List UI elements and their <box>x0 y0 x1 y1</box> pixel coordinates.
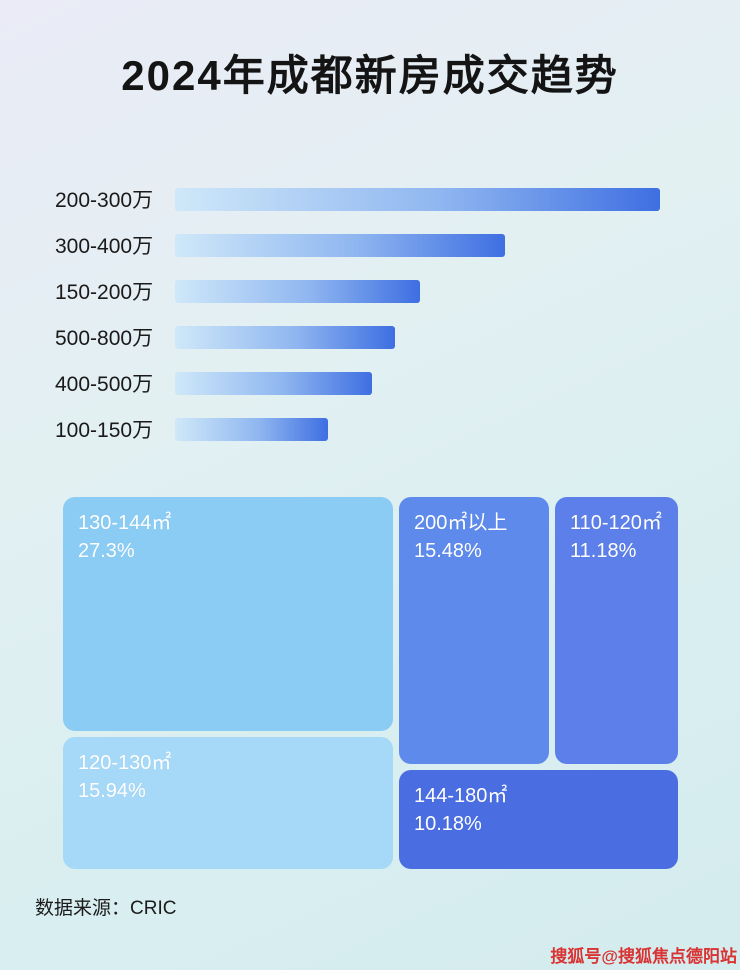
bar <box>175 371 372 395</box>
bar-category-label: 200-300万 <box>55 189 154 212</box>
bar-row: 200-300万 <box>55 176 685 222</box>
bar-row: 150-200万 <box>55 268 685 314</box>
bar-row: 300-400万 <box>55 222 685 268</box>
treemap-block-130-144: 130-144㎡ 27.3% <box>63 497 393 731</box>
treemap-block-label: 144-180㎡ <box>414 785 508 807</box>
bar <box>175 233 505 257</box>
bar-track <box>175 279 660 303</box>
bar-category-label: 500-800万 <box>55 327 154 350</box>
bar-category-label: 150-200万 <box>55 281 154 304</box>
treemap-block-percent: 10.18% <box>414 813 482 835</box>
bar-track <box>175 417 660 441</box>
treemap-block-label: 200㎡以上 <box>414 512 508 534</box>
treemap-block-percent: 15.48% <box>414 540 482 562</box>
treemap-block-120-130: 120-130㎡ 15.94% <box>63 737 393 869</box>
price-range-bar-chart: 200-300万 300-400万 150-200万 500-800万 400- <box>55 176 685 452</box>
watermark-text: 搜狐号@搜狐焦点德阳站 <box>550 947 737 966</box>
data-source-label: 数据来源：CRIC <box>35 898 177 919</box>
treemap-block-percent: 11.18% <box>570 540 637 562</box>
treemap-block-144-180: 144-180㎡ 10.18% <box>399 770 678 869</box>
treemap-block-110-120: 110-120㎡ 11.18% <box>555 497 678 764</box>
bar-row: 400-500万 <box>55 360 685 406</box>
bar-category-label: 300-400万 <box>55 235 154 258</box>
bar <box>175 417 328 441</box>
bar <box>175 325 396 349</box>
bar-track <box>175 187 660 211</box>
bar-track <box>175 325 660 349</box>
treemap-block-label: 120-130㎡ <box>78 752 172 774</box>
bar <box>175 279 420 303</box>
bar-category-label: 100-150万 <box>55 419 154 442</box>
treemap-block-label: 130-144㎡ <box>78 512 172 534</box>
bar-track <box>175 233 660 257</box>
bar <box>175 187 660 211</box>
area-range-treemap: 130-144㎡ 27.3% 120-130㎡ 15.94% 200㎡以上 15… <box>63 497 678 869</box>
bar-row: 100-150万 <box>55 406 685 452</box>
treemap-block-200-plus: 200㎡以上 15.48% <box>399 497 549 764</box>
bar-category-label: 400-500万 <box>55 373 154 396</box>
treemap-block-percent: 27.3% <box>78 540 135 562</box>
treemap-block-label: 110-120㎡ <box>570 512 662 534</box>
bar-track <box>175 371 660 395</box>
treemap-block-percent: 15.94% <box>78 780 146 802</box>
page-title: 2024年成都新房成交趋势 <box>121 52 619 99</box>
bar-row: 500-800万 <box>55 314 685 360</box>
